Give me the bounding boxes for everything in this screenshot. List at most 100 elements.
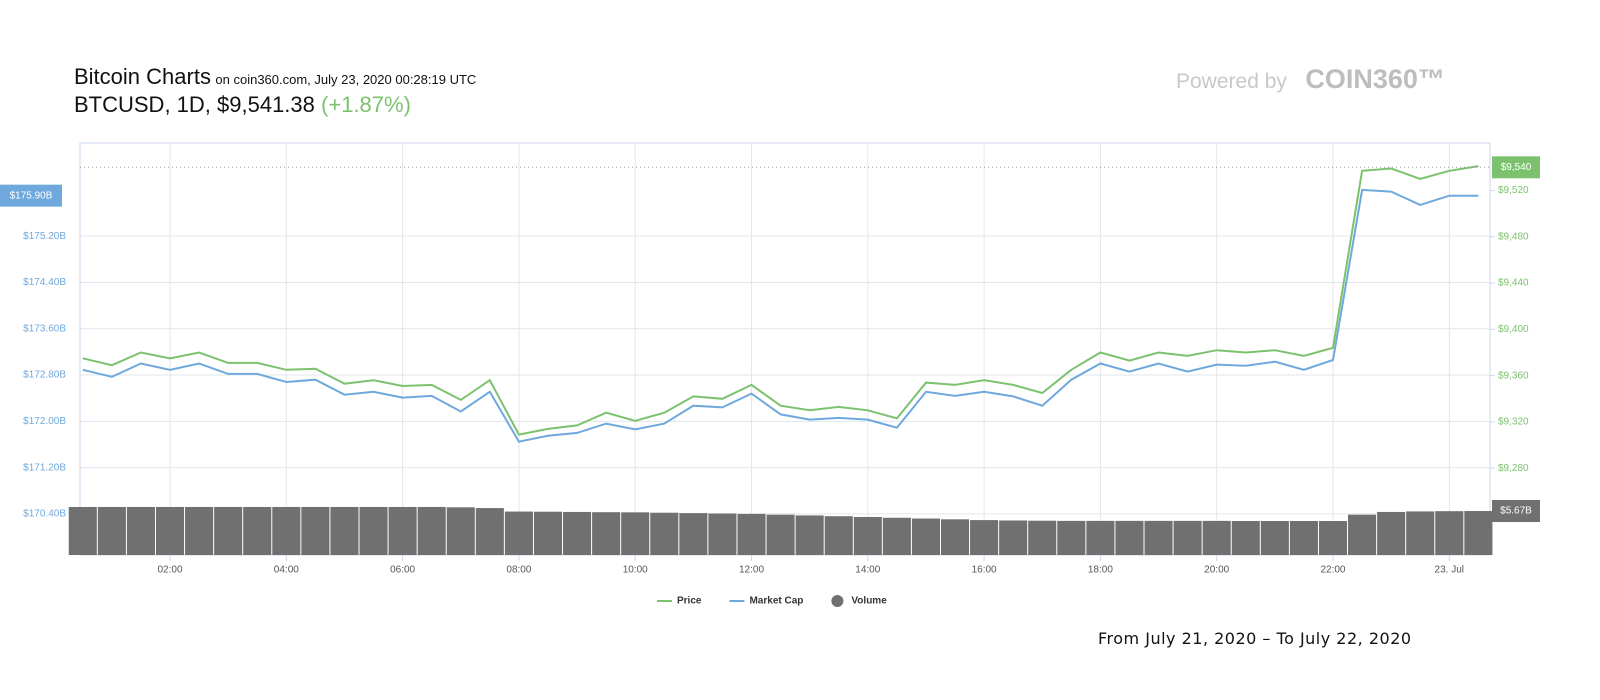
volume-bar [999, 520, 1028, 555]
volume-bar [1260, 521, 1289, 555]
volume-bar [1028, 520, 1057, 555]
symbol: BTCUSD, 1D, $9,541.38 [74, 92, 315, 117]
volume-bar [126, 506, 155, 555]
volume-bar [417, 506, 446, 555]
volume-bar [911, 518, 940, 555]
chart-subtitle: on coin360.com, July 23, 2020 00:28:19 U… [215, 72, 477, 87]
y2-tick-label: $9,280 [1498, 463, 1529, 474]
legend-symbol [831, 595, 844, 607]
volume-bar [708, 513, 737, 555]
x-tick-label: 20:00 [1204, 565, 1229, 576]
price-marker-label: $9,540 [1501, 162, 1532, 173]
market-cap-marker-box [0, 184, 62, 207]
series-line [82, 165, 1479, 436]
volume-bar [621, 512, 650, 555]
y2-tick-label: $9,320 [1498, 417, 1529, 428]
y-tick-label: $171.20B [23, 462, 66, 473]
footer: From July 21, 2020 – To July 22, 2020 [1098, 629, 1412, 648]
volume-bar [1464, 511, 1493, 555]
legend-label: Volume [851, 596, 887, 607]
volume-bar [679, 513, 708, 555]
y-tick-label: $173.60B [23, 323, 66, 334]
volume-bar [214, 506, 243, 555]
volume-bar [301, 506, 330, 555]
x-tick-label: 23. Jul [1435, 565, 1464, 576]
volume-bar [650, 512, 679, 555]
y-tick-label: $174.40B [23, 277, 66, 288]
volume-bar [1173, 520, 1202, 555]
volume-marker-label: $5.67B [1500, 506, 1532, 517]
volume-bar [824, 516, 853, 555]
volume-bar [940, 519, 970, 555]
y-tick-label: $170.40B [23, 509, 66, 520]
volume-bar [737, 513, 766, 555]
x-tick-label: 22:00 [1320, 565, 1345, 576]
volume-bar [68, 506, 97, 555]
legend-label: Market Cap [749, 596, 803, 607]
volume-bar [446, 507, 475, 555]
legend-label: Price [677, 596, 702, 607]
x-tick-label: 02:00 [157, 565, 182, 576]
header-price-row: BTCUSD, 1D, $9,541.38 (+1.87%) [74, 92, 411, 118]
change: (+1.87%) [321, 92, 411, 117]
y2-tick-label: $9,520 [1498, 185, 1529, 196]
volume-bar [1406, 511, 1435, 555]
volume-bar [592, 512, 621, 555]
x-tick-label: 04:00 [274, 565, 299, 576]
volume-bar [1115, 520, 1144, 555]
volume-bar [330, 506, 359, 555]
volume-bar [1377, 511, 1406, 555]
market-cap-marker-label: $175.90B [10, 190, 53, 201]
x-tick-label: 06:00 [390, 565, 415, 576]
volume-bar [185, 506, 214, 555]
header-title-row: Bitcoin Charts on coin360.com, July 23, … [74, 64, 476, 90]
volume-bar [388, 506, 417, 555]
volume-bar [504, 511, 533, 555]
volume-bar [795, 515, 824, 555]
volume-bar [1435, 511, 1464, 555]
y2-tick-label: $9,400 [1498, 324, 1529, 335]
chart-title: Bitcoin Charts [74, 64, 211, 89]
volume-bar [475, 508, 504, 555]
x-tick-label: 12:00 [739, 565, 764, 576]
volume-bar [853, 516, 882, 555]
brand-name: COIN360™ [1305, 64, 1445, 94]
y-tick-label: $175.20B [23, 231, 66, 242]
plot-border [79, 142, 1491, 556]
volume-bar [243, 506, 272, 555]
y2-tick-label: $9,440 [1498, 278, 1529, 289]
series-line [82, 188, 1479, 443]
volume-bar [1348, 514, 1377, 555]
volume-bar [533, 511, 563, 555]
volume-bar [1086, 520, 1115, 555]
y-tick-label: $172.80B [23, 370, 66, 381]
y-tick-label: $172.00B [23, 416, 66, 427]
x-tick-label: 14:00 [855, 565, 880, 576]
volume-bar [1057, 520, 1086, 555]
volume-bar [1202, 520, 1231, 555]
volume-bar [882, 517, 911, 555]
volume-bar [359, 506, 388, 555]
volume-bar [97, 506, 126, 555]
volume-bar [272, 506, 301, 555]
volume-bar [1289, 521, 1318, 555]
volume-bar [563, 511, 592, 555]
brand-prefix: Powered by [1176, 70, 1287, 93]
volume-bar [1318, 521, 1348, 555]
x-tick-label: 10:00 [623, 565, 648, 576]
brand: Powered by COIN360™ [1176, 64, 1445, 95]
volume-bar [766, 514, 795, 555]
x-tick-label: 16:00 [972, 565, 997, 576]
volume-bar [1144, 520, 1173, 555]
y2-tick-label: $9,360 [1498, 370, 1529, 381]
volume-bar [1231, 521, 1260, 555]
volume-marker-box [1492, 500, 1540, 523]
x-tick-label: 08:00 [506, 565, 531, 576]
volume-bar [155, 506, 185, 555]
volume-bar [970, 520, 999, 555]
price-marker-box [1492, 156, 1540, 179]
y2-tick-label: $9,480 [1498, 231, 1529, 242]
x-tick-label: 18:00 [1088, 565, 1113, 576]
